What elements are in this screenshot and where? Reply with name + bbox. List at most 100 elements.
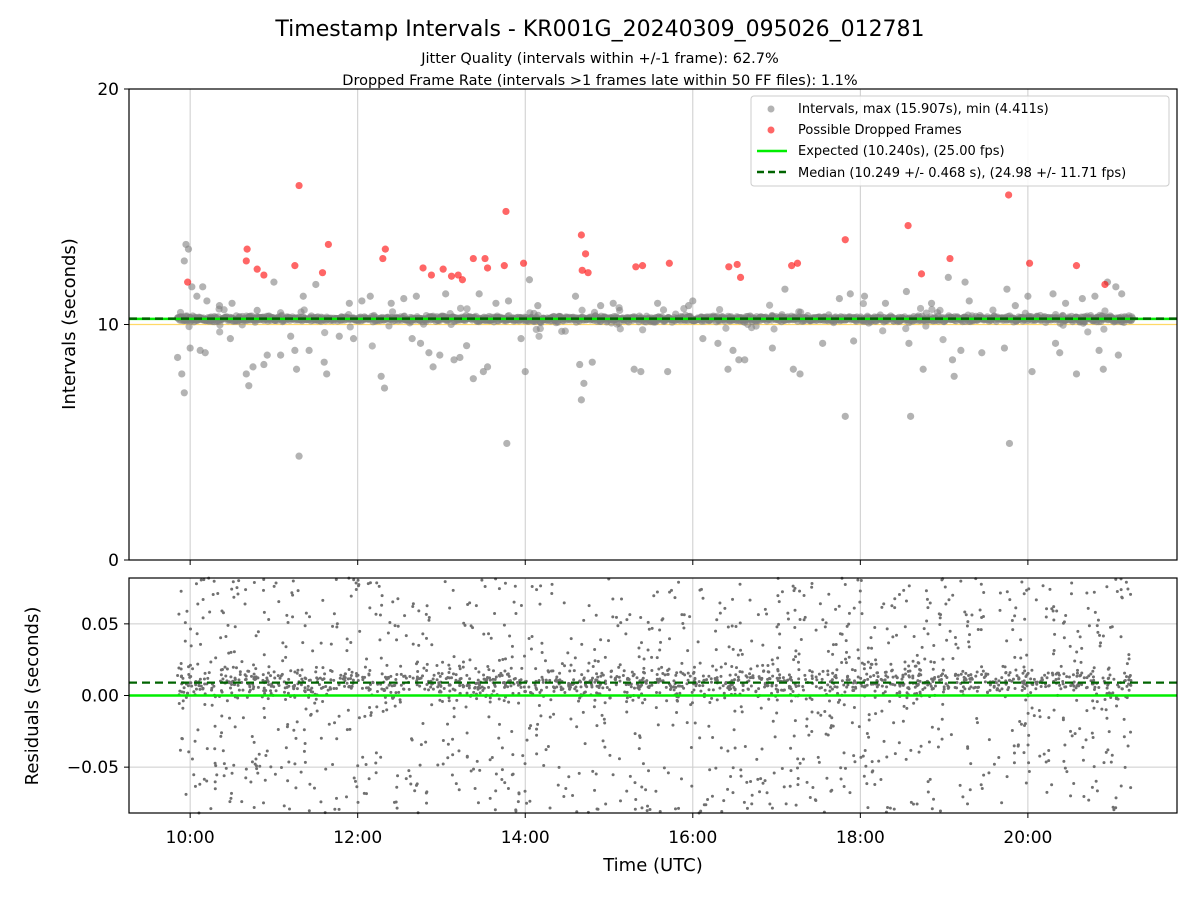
residual-point — [894, 674, 898, 678]
residual-point — [980, 665, 984, 669]
residual-point — [609, 670, 613, 674]
residual-point — [1115, 589, 1119, 593]
residual-point — [240, 660, 244, 664]
residual-point — [302, 749, 306, 753]
residual-point — [246, 669, 250, 673]
residual-point — [1044, 760, 1048, 764]
residual-point — [852, 706, 856, 710]
residual-point — [625, 696, 629, 700]
residual-point — [770, 684, 774, 688]
residual-point — [1089, 672, 1093, 676]
residual-point — [761, 781, 765, 785]
interval-point — [368, 342, 376, 350]
residual-point — [447, 696, 451, 700]
interval-point — [770, 325, 778, 333]
residual-point — [436, 685, 440, 689]
interval-outlier-point — [902, 287, 911, 296]
residual-point — [368, 683, 372, 687]
residual-point — [726, 749, 730, 753]
residual-point — [1084, 738, 1088, 742]
interval-outlier-point — [263, 351, 271, 359]
interval-point — [616, 306, 624, 315]
residual-point — [233, 683, 237, 687]
residual-point — [1123, 765, 1127, 769]
interval-outlier-point — [1114, 351, 1122, 359]
residual-point — [640, 806, 644, 810]
residual-point — [313, 701, 317, 705]
residual-point — [646, 804, 650, 808]
residual-point — [869, 636, 873, 640]
residual-point — [793, 626, 797, 630]
residual-point — [759, 777, 763, 781]
residual-point — [974, 674, 978, 678]
residual-point — [431, 677, 435, 681]
residual-point — [438, 689, 442, 693]
dropped-frame-point — [581, 250, 590, 258]
residual-point — [267, 617, 271, 621]
residual-point — [928, 777, 932, 781]
residual-point — [877, 759, 881, 763]
residual-point — [538, 691, 542, 695]
residual-point — [1125, 675, 1129, 679]
interval-outlier-point — [479, 368, 487, 376]
residual-point — [1127, 678, 1131, 682]
residual-point — [474, 667, 478, 671]
residual-point — [219, 636, 223, 640]
residual-point — [794, 655, 798, 659]
legend: Intervals, max (15.907s), min (4.411s) P… — [750, 95, 1170, 187]
residual-point — [419, 743, 423, 747]
residual-point — [553, 686, 557, 690]
residual-point — [731, 597, 735, 601]
residual-point — [1073, 659, 1077, 663]
residual-point — [1008, 598, 1012, 602]
dropped-frame-point — [917, 270, 926, 278]
residual-point — [845, 678, 849, 682]
residual-point — [205, 747, 209, 751]
time-x-ticks: 10:00 12:00 14:00 16:00 18:00 20:00 — [166, 560, 1052, 848]
residual-point — [898, 684, 902, 688]
residual-point — [655, 656, 659, 660]
residual-point — [847, 622, 851, 626]
residual-point — [179, 667, 183, 671]
interval-point — [916, 304, 925, 313]
residual-point — [1014, 668, 1018, 672]
residual-point — [364, 763, 368, 767]
residual-point — [917, 750, 921, 754]
residual-point — [838, 698, 842, 702]
residual-point — [221, 749, 225, 753]
residual-point — [408, 774, 412, 778]
residual-point — [374, 771, 378, 775]
residual-point — [465, 755, 469, 759]
residual-point — [611, 597, 615, 601]
residual-point — [954, 672, 958, 676]
residual-point — [291, 593, 295, 597]
residual-point — [955, 686, 959, 690]
residual-point — [198, 677, 202, 681]
residual-point — [1013, 687, 1017, 691]
residual-point — [207, 671, 211, 675]
residual-point — [937, 727, 941, 731]
residual-point — [959, 672, 963, 676]
residual-point — [688, 674, 692, 678]
residual-point — [891, 635, 895, 639]
residual-point — [897, 592, 901, 596]
residual-point — [944, 602, 948, 606]
residual-point — [1087, 798, 1091, 802]
residual-point — [535, 733, 539, 737]
interval-point — [722, 324, 730, 332]
residual-point — [1087, 624, 1091, 628]
residual-point — [1044, 685, 1048, 689]
residual-point — [474, 604, 478, 608]
residual-point — [727, 645, 731, 649]
residual-point — [477, 670, 481, 674]
interval-outlier-point — [226, 335, 234, 343]
residual-point — [611, 773, 615, 777]
residual-point — [816, 755, 820, 759]
residual-point — [904, 599, 908, 603]
residual-point — [295, 687, 299, 691]
residual-point — [797, 668, 801, 672]
residual-point — [678, 691, 682, 695]
residual-point — [947, 685, 951, 689]
residual-point — [529, 724, 533, 728]
residual-point — [1091, 736, 1095, 740]
